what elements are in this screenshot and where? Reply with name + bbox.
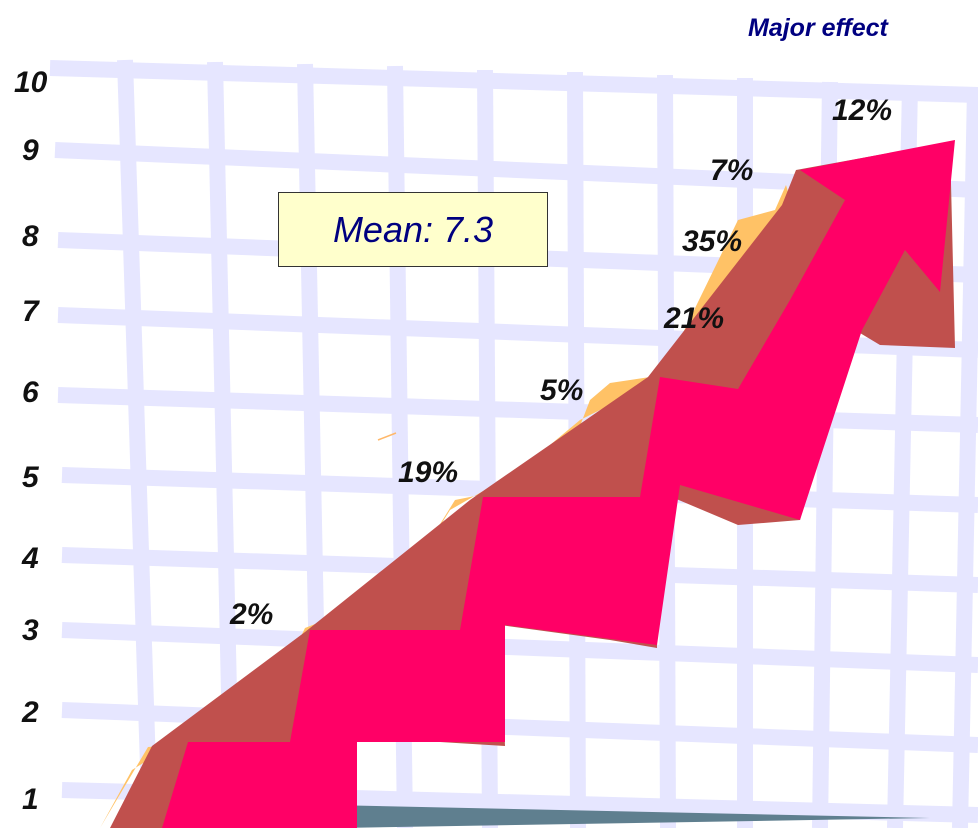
y-tick-label: 5 [22,461,39,494]
y-tick-label: 2 [22,696,39,729]
grid-line-horizontal [57,387,978,433]
y-tick-label: 1 [22,783,39,816]
arrow-highlight-edge [100,185,810,828]
data-label: 7% [710,154,754,187]
data-label: 2% [230,598,274,631]
data-label: 5% [540,374,584,407]
grid-line-horizontal [49,60,978,103]
data-label: 21% [664,302,725,335]
grid-line-horizontal [61,622,978,673]
grid-line-vertical [117,59,158,828]
y-tick-label: 8 [22,220,39,253]
y-tick-label: 4 [22,542,39,575]
y-tick-label: 6 [22,376,39,409]
floor-shadow [330,805,930,828]
grid-line-vertical [952,89,978,828]
data-label: 19% [398,456,459,489]
y-tick-label: 10 [14,66,48,99]
chart-title: Major effect [748,14,888,42]
y-tick-label: 3 [22,614,39,647]
stray-line [377,432,397,441]
data-label: 12% [832,94,893,127]
mean-annotation: Mean: 7.3 [278,192,548,267]
y-tick-label: 7 [22,295,39,328]
data-label: 35% [682,225,743,258]
staircase-arrow [100,140,955,828]
y-tick-label: 9 [22,134,39,167]
arrow-front-face [162,140,955,828]
